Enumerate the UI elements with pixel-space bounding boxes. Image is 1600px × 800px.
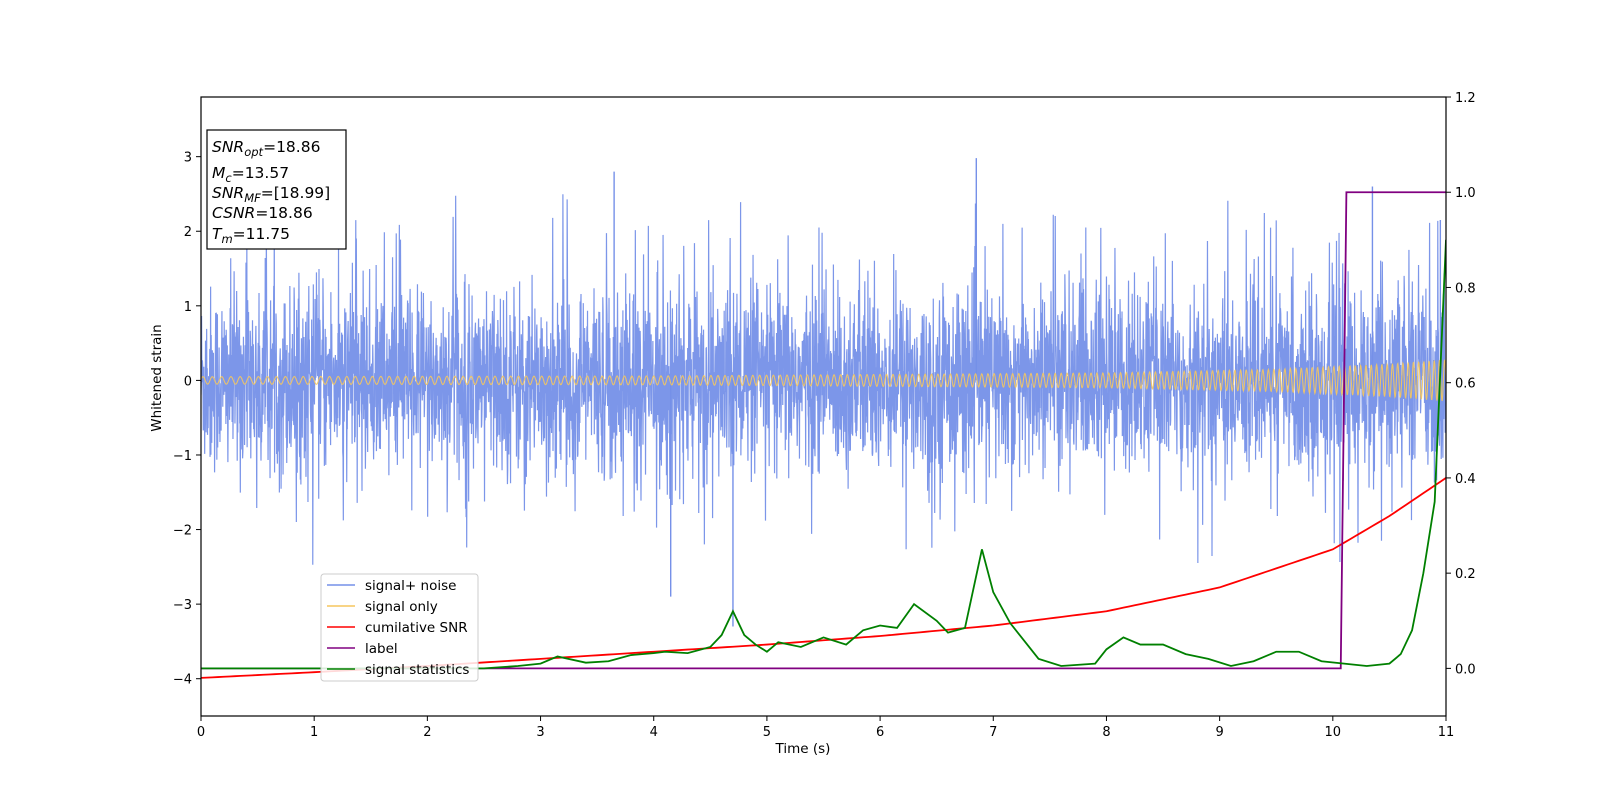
y-left-tick-label: −4 [173,673,192,688]
series-signal-only [201,359,1446,401]
x-tick-label: 5 [763,725,771,740]
x-tick-label: 10 [1325,725,1342,740]
svg-text:signal+ noise: signal+ noise [365,578,456,594]
y-left-tick-label: 2 [184,225,192,240]
y-right-tick-label: 0.4 [1455,472,1476,487]
y-right-tick-label: 0.6 [1455,377,1476,392]
info-tm: Tm=11.75 [212,225,290,246]
axes-frame [200,96,1447,717]
info-snr-opt: SNRopt=18.86 [212,138,320,159]
x-tick-label: 11 [1438,725,1455,740]
series-label [201,191,1446,670]
x-tick-label: 2 [423,725,431,740]
x-tick-label: 0 [197,725,205,740]
svg-text:cumilative SNR: cumilative SNR [365,620,468,636]
legend-item-label: label [327,641,398,657]
y-left-tick-label: 3 [184,151,192,166]
x-tick-label: 1 [310,725,318,740]
x-tick-label: 7 [989,725,997,740]
y-left-tick-label: 0 [184,374,192,389]
legend: signal+ noise signal only cumilative SNR… [320,573,479,682]
x-tick-label: 6 [876,725,884,740]
x-axis-label: Time (s) [775,741,831,757]
y-right-tick-label: 1.2 [1455,91,1476,106]
y-axis-label: Whitened strain [149,324,165,431]
y-left-tick-label: 1 [184,300,192,315]
y-right-tick-label: 0.0 [1455,662,1476,677]
y-right-tick-label: 1.0 [1455,186,1476,201]
y-left-tick-label: −1 [173,449,192,464]
y-right-tick-label: 0.8 [1455,281,1476,296]
y-right-tick-label: 0.2 [1455,567,1476,582]
svg-text:label: label [365,641,398,657]
svg-text:signal statistics: signal statistics [365,662,469,678]
info-box: SNRopt=18.86 Mc=13.57 SNRMF=[18.99] CSNR… [206,129,347,250]
x-tick-label: 4 [650,725,658,740]
series-signal-statistics [201,239,1446,670]
info-snr-mf: SNRMF=[18.99] [212,184,330,205]
x-axis: 0 1 2 3 4 5 6 7 8 9 10 11 [197,716,1454,740]
x-tick-label: 8 [1102,725,1110,740]
series-signal-only-line [201,359,1446,401]
y-axis-right: 0.0 0.2 0.4 0.6 0.8 1.0 1.2 [1446,91,1476,677]
svg-text:signal only: signal only [365,599,438,615]
plot-frame [200,96,1447,717]
x-tick-label: 3 [536,725,544,740]
series-signal-statistics-line [201,239,1446,670]
x-tick-label: 9 [1215,725,1223,740]
series-signal-noise [201,158,1446,627]
legend-item-cumilative-snr: cumilative SNR [327,620,468,636]
series-label-line [201,191,1446,670]
y-axis-left: −4 −3 −2 −1 0 1 2 3 [173,151,201,688]
y-left-tick-label: −2 [173,524,192,539]
info-csnr: CSNR=18.86 [212,204,313,222]
info-mc: Mc=13.57 [212,164,289,185]
y-left-tick-label: −3 [173,598,192,613]
legend-item-signal-noise: signal+ noise [327,578,456,594]
legend-item-signal-statistics: signal statistics [327,662,469,678]
legend-item-signal-only: signal only [327,599,438,615]
